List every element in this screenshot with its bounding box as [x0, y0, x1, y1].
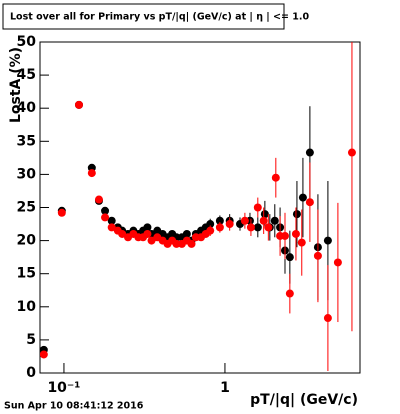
- y-tick-label: 30: [17, 166, 37, 182]
- x-axis-label: pT/|q| (GeV/c): [250, 392, 358, 408]
- data-point: [323, 314, 332, 323]
- data-point: [280, 231, 289, 240]
- data-point: [107, 223, 116, 232]
- data-point: [333, 258, 342, 267]
- data-point: [87, 169, 96, 178]
- data-point: [215, 216, 224, 225]
- data-point: [260, 210, 269, 219]
- y-tick-label: 40: [17, 100, 37, 116]
- data-point: [94, 195, 103, 204]
- data-point: [187, 239, 196, 248]
- data-point: [305, 198, 314, 207]
- data-point: [215, 223, 224, 232]
- y-axis-label: LostA (%): [8, 47, 24, 123]
- data-point: [298, 193, 307, 202]
- data-point: [305, 148, 314, 157]
- x-tick-label: 10⁻¹: [47, 380, 80, 396]
- data-point: [240, 216, 249, 225]
- data-point: [323, 236, 332, 245]
- data-point: [40, 350, 48, 359]
- y-tick-label: 10: [17, 299, 37, 315]
- y-tick-label: 50: [17, 34, 37, 50]
- data-point: [313, 251, 322, 260]
- y-tick-label: 0: [26, 365, 36, 381]
- y-tick-label: 45: [17, 67, 36, 83]
- data-point: [57, 208, 66, 217]
- data-point: [285, 289, 294, 298]
- data-point: [206, 220, 215, 229]
- data-point: [118, 229, 127, 238]
- data-point: [107, 216, 116, 225]
- data-point: [246, 223, 255, 232]
- title-box: [2, 3, 285, 30]
- data-point: [297, 238, 306, 247]
- data-point: [182, 229, 191, 238]
- y-tick-label: 5: [26, 332, 36, 348]
- data-point: [253, 223, 262, 232]
- data-point: [264, 223, 273, 232]
- y-tick-label: 20: [17, 233, 37, 249]
- x-tick-label: 1: [220, 380, 230, 396]
- data-point: [270, 216, 279, 225]
- y-tick-label: 25: [17, 200, 36, 216]
- data-point: [143, 229, 152, 238]
- chart-title: Lost over all for Primary vs pT/|q| (GeV…: [10, 12, 309, 23]
- data-point: [291, 229, 300, 238]
- data-point: [225, 220, 234, 229]
- data-point: [259, 216, 268, 225]
- y-tick-label: 15: [17, 266, 36, 282]
- plot-area: [40, 42, 356, 372]
- footer-date: Sun Apr 10 08:41:12 2016: [4, 401, 144, 412]
- data-point: [101, 206, 110, 215]
- data-point: [206, 226, 215, 235]
- data-point: [285, 253, 294, 262]
- data-point: [101, 213, 110, 222]
- y-tick-label: 35: [17, 133, 36, 149]
- data-point: [347, 148, 356, 157]
- data-point: [74, 100, 83, 109]
- data-point: [271, 173, 280, 182]
- data-point: [143, 223, 152, 232]
- data-point: [253, 203, 262, 212]
- data-point: [292, 210, 301, 219]
